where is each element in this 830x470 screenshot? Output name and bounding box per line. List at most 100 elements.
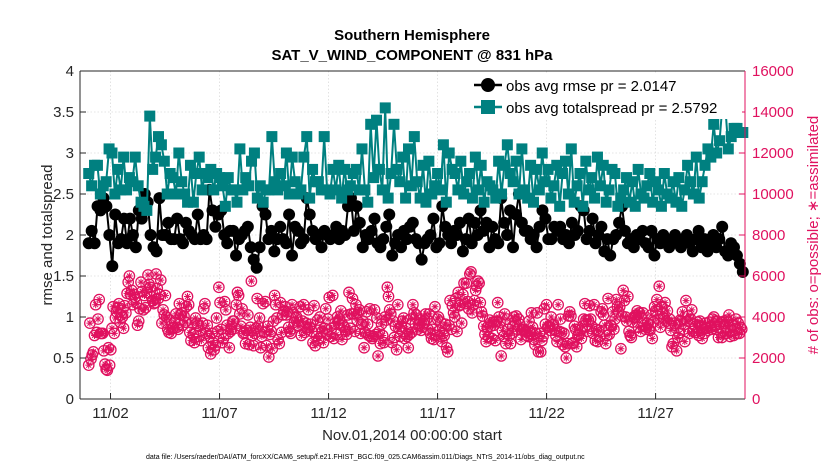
obs-assimilated-marker [208,329,216,337]
totalspread-point [283,188,295,200]
obs-assimilated-marker [385,293,393,300]
totalspread-point [315,184,327,196]
obs-assimilated-marker [470,297,478,305]
rmse-point [716,220,729,233]
totalspread-point [403,143,415,155]
obs-assimilated-marker [472,286,480,294]
rmse-point [377,233,390,246]
obs-assimilated-marker [179,321,187,329]
totalspread-point [190,168,202,179]
totalspread-point [632,163,644,175]
obs-assimilated-marker [651,303,659,311]
obs-assimilated-marker [189,330,197,338]
obs-assimilated-marker [459,290,467,298]
obs-possible-marker [537,330,549,343]
obs-assimilated-marker [616,303,624,311]
obs-assimilated-marker [520,325,528,333]
obs-assimilated-marker [274,336,282,344]
obs-assimilated-marker [474,277,482,285]
totalspread-point [626,176,638,188]
totalspread-point [414,192,426,204]
rmse-point [191,208,204,221]
obs-assimilated-marker [386,306,394,314]
chart-title: Southern Hemisphere [334,27,490,44]
obs-assimilated-marker [503,315,511,323]
obs-assimilated-marker [491,337,499,345]
obs-assimilated-marker [158,319,166,327]
totalspread-point [548,180,560,192]
totalspread-point [507,176,519,188]
obs-assimilated-marker [619,286,627,294]
obs-assimilated-marker [145,280,153,288]
obs-assimilated-marker [288,301,296,309]
obs-assimilated-marker [730,331,738,339]
obs-assimilated-marker [233,288,241,296]
obs-possible-marker [472,275,484,287]
totalspread-point [533,184,545,196]
totalspread-point [673,172,685,184]
obs-possible-marker [376,329,389,342]
obs-assimilated-marker [355,306,363,314]
obs-assimilated-marker [352,301,360,309]
obs-assimilated-marker [622,313,630,321]
rmse-point [100,200,113,213]
obs-possible-marker [171,321,183,334]
obs-assimilated-marker [646,326,654,334]
obs-assimilated-marker [287,329,295,337]
obs-assimilated-marker [91,331,99,339]
rmse-point [433,237,446,250]
obs-possible-marker [526,321,539,334]
obs-assimilated-marker [417,326,425,334]
obs-possible-marker [448,311,461,323]
totalspread-point [545,192,557,204]
obs-assimilated-marker [132,299,140,307]
totalspread-point [170,188,182,200]
obs-possible-marker [461,295,474,308]
obs-assimilated-marker [244,311,252,319]
obs-assimilated-marker [462,279,470,287]
obs-possible-marker [445,323,458,336]
obs-possible-marker [441,345,454,358]
obs-assimilated-marker [653,296,661,304]
totalspread-point [682,159,694,171]
totalspread-point [115,184,127,196]
totalspread-point [580,155,592,167]
obs-possible-marker [132,315,145,327]
obs-assimilated-marker [106,361,114,369]
obs-assimilated-marker [152,270,160,278]
y-right-tick-label: 10000 [752,186,794,203]
obs-assimilated-marker [592,325,600,333]
obs-possible-marker [96,327,109,340]
totalspread-point [371,114,383,126]
obs-assimilated-marker [283,308,291,316]
obs-assimilated-marker [674,334,682,341]
totalspread-point [574,168,586,179]
totalspread-point [597,159,609,171]
obs-assimilated-marker [475,279,483,287]
obs-assimilated-marker [383,283,391,291]
obs-possible-marker [295,329,308,342]
obs-possible-marker [340,328,353,341]
x-tick-label: 11/17 [419,405,455,422]
totalspread-point [501,139,513,151]
rmse-point [501,229,514,241]
rmse-point [486,220,499,233]
obs-assimilated-marker [639,309,647,317]
obs-possible-marker [381,281,394,294]
totalspread-point [437,139,449,151]
rmse-point [456,245,469,258]
obs-assimilated-marker [448,302,456,310]
obs-assimilated-marker [654,315,662,323]
obs-assimilated-marker [218,339,226,347]
totalspread-point [312,176,324,188]
obs-possible-marker [159,289,172,302]
obs-possible-marker [82,359,95,372]
totalspread-point [336,192,348,204]
totalspread-point [725,131,737,143]
x-tick-label: 11/27 [637,405,673,422]
obs-assimilated-marker [597,308,605,316]
totalspread-point [379,102,391,114]
rmse-point [498,216,511,229]
obs-possible-marker [218,295,231,308]
obs-assimilated-marker [439,329,447,337]
